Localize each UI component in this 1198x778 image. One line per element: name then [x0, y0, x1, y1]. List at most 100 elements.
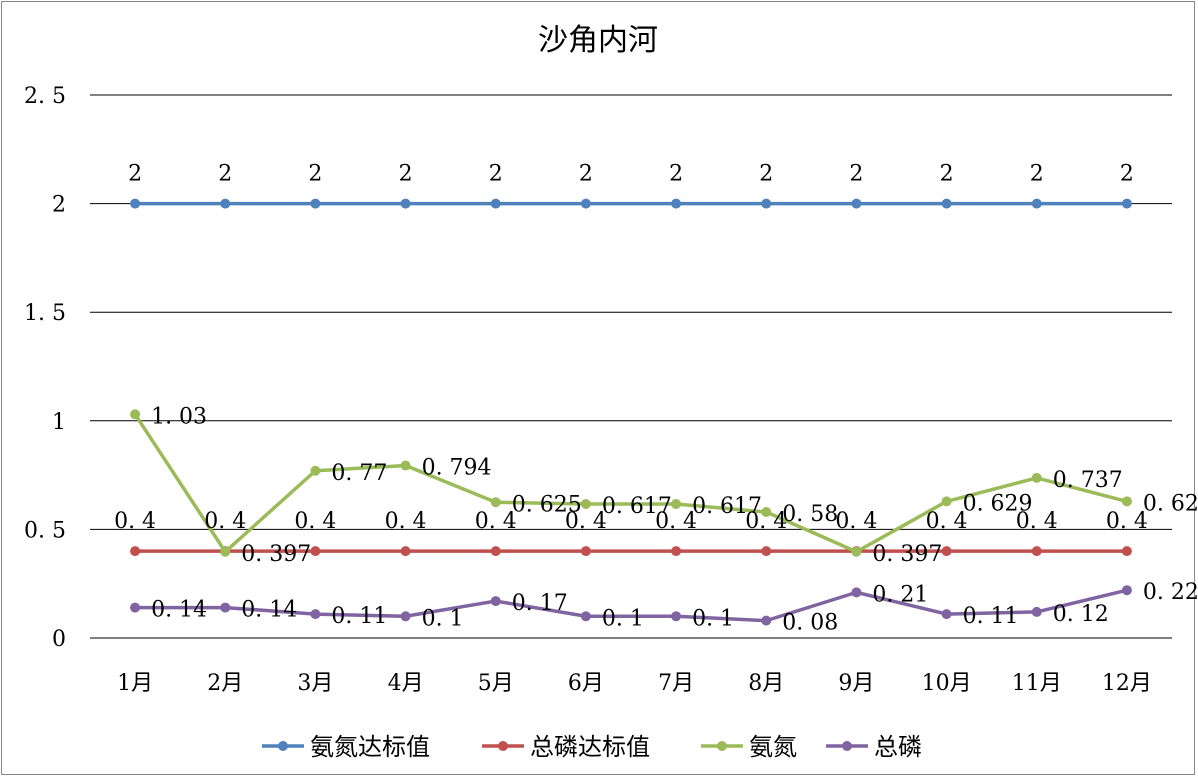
data-label: 0. 1 — [422, 606, 464, 631]
data-point — [580, 498, 591, 509]
data-label: 0. 4 — [835, 509, 877, 534]
x-tick-label: 7月 — [658, 671, 694, 696]
data-point — [851, 198, 862, 209]
data-label: 0. 1 — [602, 606, 644, 631]
data-label: 0. 617 — [692, 494, 762, 519]
y-tick-label: 1. 5 — [24, 301, 66, 326]
data-point — [1031, 472, 1042, 483]
data-point — [1121, 198, 1132, 209]
data-point — [1031, 606, 1042, 617]
x-tick-label: 1月 — [117, 671, 153, 696]
data-label: 0. 4 — [1016, 509, 1058, 534]
legend-marker — [498, 741, 508, 751]
data-point — [400, 611, 411, 622]
x-tick-label: 9月 — [838, 671, 874, 696]
data-point — [671, 498, 682, 509]
y-tick-label: 1 — [52, 410, 66, 435]
series-line — [135, 588, 1128, 623]
x-tick-label: 11月 — [1012, 671, 1062, 696]
data-point — [761, 198, 772, 209]
data-point — [941, 546, 952, 557]
data-label: 0. 14 — [241, 598, 297, 623]
data-label: 0. 617 — [602, 494, 672, 519]
data-label: 0. 4 — [385, 509, 427, 534]
data-point — [490, 497, 501, 508]
data-label: 0. 4 — [655, 509, 697, 534]
data-point — [130, 409, 141, 420]
data-label: 0. 08 — [782, 611, 838, 636]
data-point — [310, 546, 321, 557]
legend-label: 总磷 — [874, 733, 922, 761]
data-point — [580, 546, 591, 557]
data-point — [941, 609, 952, 620]
data-label: 2 — [849, 162, 863, 187]
data-point — [220, 198, 231, 209]
data-point — [941, 198, 952, 209]
x-tick-label: 12月 — [1102, 671, 1152, 696]
data-label: 0. 21 — [872, 582, 928, 607]
x-tick-label: 2月 — [207, 671, 243, 696]
data-label: 2 — [940, 162, 954, 187]
data-point — [310, 465, 321, 476]
data-point — [580, 198, 591, 209]
data-point — [1121, 496, 1132, 507]
legend-label: 氨氮达标值 — [310, 733, 430, 761]
data-point — [1031, 198, 1042, 209]
data-point — [671, 611, 682, 622]
data-point — [310, 609, 321, 620]
series-line — [133, 413, 1128, 554]
data-label: 2 — [759, 162, 773, 187]
data-point — [490, 546, 501, 557]
data-label: 1. 03 — [151, 404, 207, 429]
x-tick-label: 3月 — [297, 671, 333, 696]
x-tick-label: 10月 — [922, 671, 972, 696]
y-tick-label: 0 — [52, 627, 66, 652]
legend-marker — [717, 741, 727, 751]
data-label: 0. 4 — [204, 509, 246, 534]
y-axis-ticks: 0 0. 5 1 1. 5 2 2. 5 — [24, 84, 66, 652]
x-tick-label: 5月 — [478, 671, 514, 696]
legend-label: 总磷达标值 — [530, 733, 650, 761]
legend-marker — [842, 741, 852, 751]
data-point — [400, 460, 411, 471]
data-label: 0. 14 — [151, 598, 207, 623]
data-point — [400, 546, 411, 557]
data-label: 0. 4 — [1106, 509, 1148, 534]
data-label: 0. 22 — [1143, 580, 1198, 605]
y-tick-label: 0. 5 — [24, 518, 66, 543]
data-label: 0. 1 — [692, 606, 734, 631]
data-point — [1121, 546, 1132, 557]
data-point — [400, 198, 411, 209]
data-point — [671, 198, 682, 209]
x-tick-label: 6月 — [568, 671, 604, 696]
x-axis-ticks: 1月 2月 3月 4月 5月 6月 7月 8月 9月 10月 11月 12月 — [117, 671, 1152, 696]
chart-title: 沙角内河 — [538, 23, 658, 58]
data-label: 0. 11 — [963, 604, 1019, 629]
data-label: 2 — [579, 162, 593, 187]
x-tick-label: 8月 — [748, 671, 784, 696]
data-point — [220, 546, 231, 557]
data-label: 2 — [218, 162, 232, 187]
legend: 氨氮达标值 总磷达标值 氨氮 总磷 — [262, 733, 922, 761]
data-label: 0. 625 — [512, 492, 582, 517]
data-label: 0. 737 — [1053, 468, 1123, 493]
data-point — [130, 602, 141, 613]
series-group — [130, 198, 1132, 626]
data-label: 0. 58 — [782, 502, 838, 527]
data-point — [490, 596, 501, 607]
data-label: 0. 4 — [475, 509, 517, 534]
data-point — [580, 611, 591, 622]
data-label: 0. 4 — [745, 509, 787, 534]
data-label: 2 — [1120, 162, 1134, 187]
data-label: 0. 12 — [1053, 602, 1109, 627]
data-labels: 2 2 2 2 2 2 2 2 2 2 2 2 0. 4 0. 4 0. 4 0. 4 0. 4 0. 4 0. 4… — [114, 162, 1198, 636]
legend-marker — [278, 741, 288, 751]
data-point — [761, 615, 772, 626]
data-point — [761, 507, 772, 518]
data-point — [490, 198, 501, 209]
data-label: 2 — [669, 162, 683, 187]
data-label: 0. 4 — [926, 509, 968, 534]
data-label: 0. 397 — [872, 542, 942, 567]
